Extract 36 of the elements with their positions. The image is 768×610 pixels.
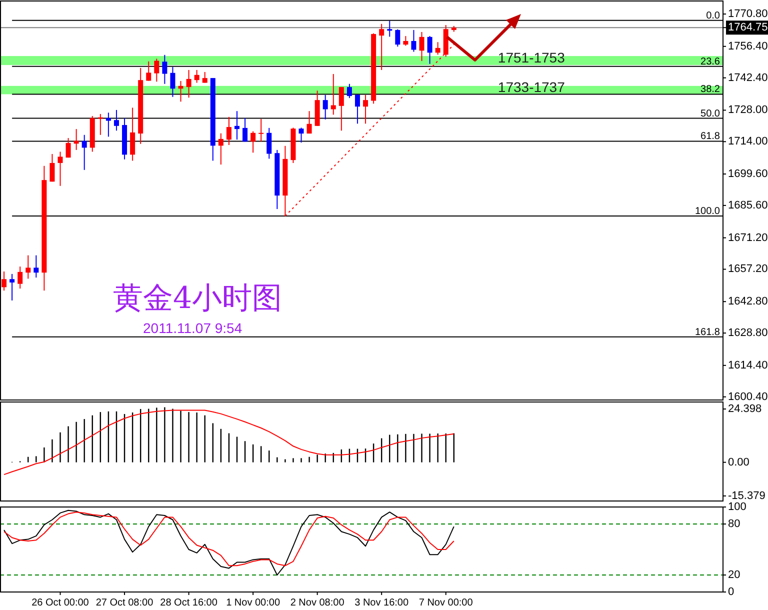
annotation: 161.8 <box>694 326 720 338</box>
annotation: 100.0 <box>694 206 720 217</box>
x-tick-label: 26 Oct 00:00 <box>32 598 90 608</box>
y-tick-label: 1728.00 <box>728 104 768 116</box>
annotation: 38.2 <box>700 84 720 96</box>
text: 2011.11.07 9:54 <box>143 320 242 336</box>
y-tick-label: 0 <box>728 586 734 598</box>
y-tick-label: 1742.40 <box>728 72 768 84</box>
y-tick-label: 20 <box>728 569 740 581</box>
y-tick-label: 1628.80 <box>728 327 768 340</box>
y-tick-label: 1657.20 <box>728 263 768 276</box>
y-tick-label: 1756.40 <box>728 40 768 52</box>
annotation: 0.0 <box>706 10 720 22</box>
x-tick-label: 3 Nov 16:00 <box>354 598 409 608</box>
y-tick-label: 24.398 <box>728 403 762 415</box>
y-tick-label: 100 <box>728 501 746 513</box>
text: 黄金4小时图 <box>113 281 282 316</box>
y-tick-label: 1671.20 <box>728 232 768 244</box>
annotation: 50.0 <box>700 108 720 120</box>
y-tick-label: 1685.60 <box>728 199 768 212</box>
y-tick-label: 80 <box>728 518 740 530</box>
y-tick-label: 0.00 <box>728 456 750 468</box>
x-tick-label: 2 Nov 08:00 <box>290 598 345 608</box>
x-tick-label: 28 Oct 16:00 <box>160 598 218 608</box>
y-tick-label: 1699.60 <box>728 168 768 180</box>
y-tick-label: 1770.80 <box>728 8 768 20</box>
y-tick-label: 1600.40 <box>728 390 768 403</box>
x-tick-label: 7 Nov 00:00 <box>418 598 474 608</box>
y-tick-label: -15.379 <box>728 490 766 502</box>
annotation: 23.6 <box>700 56 720 68</box>
y-tick-label: 1714.00 <box>728 136 768 148</box>
x-tick-label: 1 Nov 00:00 <box>226 598 280 608</box>
y-tick-label: 1642.80 <box>728 296 768 308</box>
y-tick-label: 1614.40 <box>728 359 768 372</box>
x-tick-label: 27 Oct 08:00 <box>96 598 154 608</box>
annotation: 61.8 <box>700 131 720 142</box>
